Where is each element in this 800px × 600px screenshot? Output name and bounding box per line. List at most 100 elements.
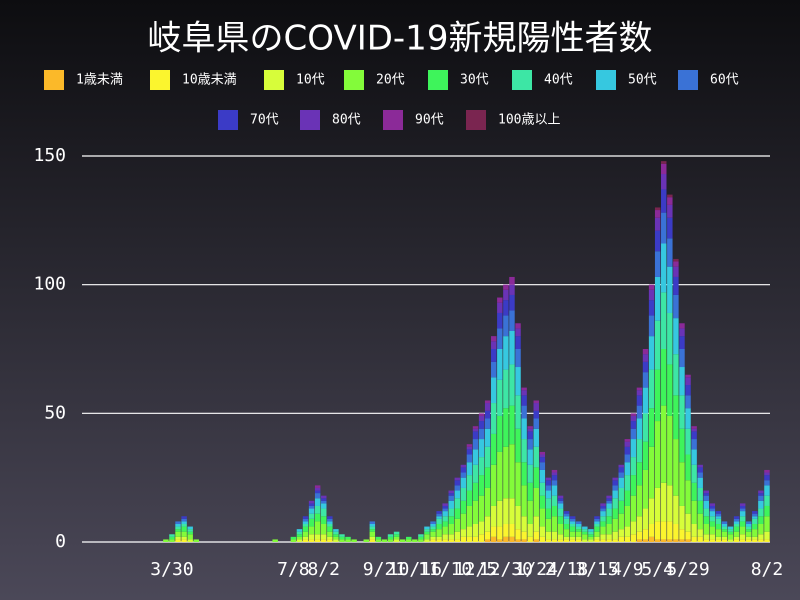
bar-segment: [308, 534, 315, 540]
bar-segment: [412, 539, 418, 542]
bar-segment: [630, 521, 637, 535]
bar-segment: [648, 315, 655, 337]
bar-segment: [460, 536, 467, 542]
bar-segment: [314, 490, 321, 494]
bar-segment: [715, 529, 722, 537]
bar-segment: [442, 521, 448, 527]
bar-segment: [588, 529, 594, 532]
bar-segment: [509, 284, 515, 295]
legend-label: 70代: [250, 113, 279, 128]
bar-segment: [594, 536, 600, 540]
bar-segment: [484, 487, 491, 517]
bar-segment: [624, 505, 631, 527]
bar-segment: [448, 493, 454, 496]
bar-segment: [308, 513, 315, 519]
bar-segment: [642, 349, 649, 355]
bar-segment: [557, 500, 564, 504]
bar-segment: [533, 400, 539, 404]
bar-segment: [527, 500, 533, 524]
bar-segment: [296, 534, 303, 537]
bar-segment: [733, 536, 740, 540]
bar-segment: [733, 516, 740, 519]
bar-segment: [539, 457, 546, 463]
bar-segment: [636, 418, 643, 440]
bar-segment: [509, 523, 515, 537]
bar-segment: [739, 508, 746, 512]
legend-label: 10代: [296, 73, 325, 88]
bar-segment: [478, 421, 485, 429]
bar-segment: [448, 508, 454, 517]
bar-segment: [442, 503, 448, 506]
bar-segment: [569, 516, 576, 519]
bar-segment: [430, 529, 436, 532]
bar-segment: [187, 529, 193, 532]
bar-segment: [703, 500, 709, 509]
bar-segment: [314, 487, 321, 491]
bar-segment: [333, 536, 339, 540]
bar-segment: [618, 500, 624, 514]
bar-segment: [642, 387, 649, 414]
bar-segment: [715, 539, 722, 542]
bar-segment: [654, 276, 661, 321]
bar-segment: [654, 230, 661, 252]
bar-segment: [557, 516, 564, 524]
bar-segment: [661, 212, 667, 244]
bar-segment: [515, 505, 521, 530]
bar-segment: [752, 536, 758, 540]
bar-segment: [533, 467, 539, 488]
bar-segment: [521, 485, 527, 517]
bar-segment: [478, 439, 485, 458]
bar-segment: [606, 539, 612, 542]
bar-segment: [308, 539, 315, 542]
bar-segment: [509, 364, 515, 406]
bar-segment: [418, 534, 424, 537]
bar-segment: [727, 526, 734, 530]
bar-segment: [327, 516, 333, 519]
bar-segment: [721, 539, 728, 542]
bar-segment: [181, 536, 187, 540]
bar-segment: [533, 487, 539, 517]
bar-segment: [503, 300, 509, 316]
bar-segment: [618, 467, 624, 473]
bar-segment: [685, 377, 691, 386]
bar-segment: [545, 490, 552, 499]
bar-segment: [569, 531, 576, 537]
bar-segment: [636, 387, 643, 391]
bar-segment: [727, 534, 734, 540]
bar-segment: [642, 508, 649, 530]
bar-segment: [442, 508, 448, 512]
bar-segment: [545, 531, 552, 540]
bar-segment: [733, 526, 740, 532]
bar-segment: [642, 469, 649, 509]
bar-segment: [594, 516, 600, 519]
bar-segment: [327, 539, 333, 542]
bar-segment: [691, 426, 697, 429]
legend-label: 40代: [544, 73, 573, 88]
bar-segment: [746, 539, 752, 542]
bar-segment: [691, 449, 697, 465]
bar-segment: [606, 500, 612, 504]
bar-segment: [618, 529, 624, 537]
bar-segment: [557, 495, 564, 499]
legend-swatch: [383, 110, 403, 130]
bar-segment: [709, 539, 716, 542]
bar-segment: [654, 251, 661, 277]
bar-segment: [484, 467, 491, 488]
bar-segment: [442, 511, 448, 517]
bar-segment: [739, 503, 746, 506]
bar-segment: [472, 449, 479, 465]
bar-segment: [545, 498, 552, 509]
bar-segment: [302, 521, 309, 524]
bar-segment: [472, 431, 479, 440]
bar-segment: [430, 521, 436, 524]
bar-segment: [430, 523, 436, 527]
bar-segment: [715, 518, 722, 524]
bar-segment: [600, 516, 606, 522]
bar-segment: [369, 529, 376, 532]
bar-segment: [600, 508, 606, 512]
bar-segment: [557, 503, 564, 509]
bar-segment: [533, 539, 539, 542]
bar-segment: [369, 521, 376, 524]
bar-segment: [321, 508, 327, 517]
bar-segment: [600, 526, 606, 535]
